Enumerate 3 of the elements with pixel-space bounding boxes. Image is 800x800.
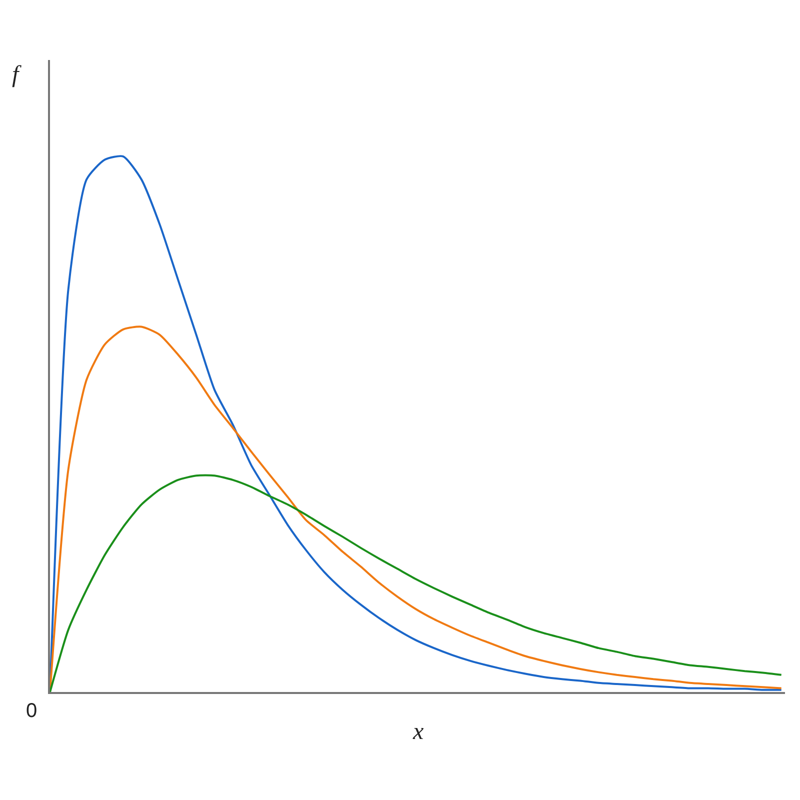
text: 0 [26,700,38,722]
y-axis-title: f [12,62,22,88]
x-axis-title: x [412,719,424,745]
